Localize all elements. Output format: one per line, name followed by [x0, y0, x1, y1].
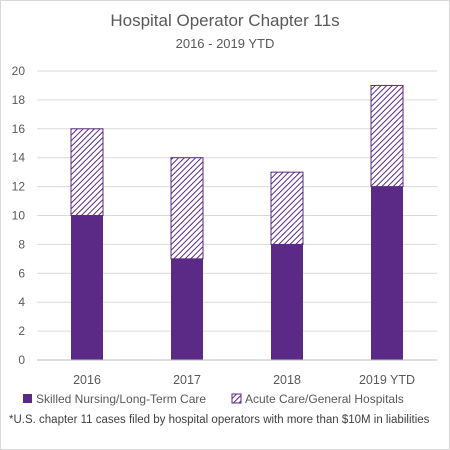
- x-tick-label: 2018: [273, 373, 301, 387]
- bar-skilled-nursing: [271, 244, 303, 360]
- y-tick-label: 6: [18, 266, 25, 280]
- y-tick-label: 2: [18, 324, 25, 338]
- legend-swatch: [231, 393, 242, 404]
- y-tick-label: 16: [12, 122, 26, 136]
- chart-title: Hospital Operator Chapter 11s: [110, 11, 340, 30]
- x-tick-label: 2019 YTD: [359, 373, 415, 387]
- y-tick-label: 20: [12, 64, 26, 78]
- y-tick-label: 4: [18, 295, 25, 309]
- x-tick-label: 2017: [173, 373, 201, 387]
- chart-subtitle: 2016 - 2019 YTD: [175, 36, 275, 51]
- y-tick-label: 12: [12, 180, 26, 194]
- legend-label: Acute Care/General Hospitals: [245, 392, 404, 406]
- y-tick-label: 0: [18, 353, 25, 367]
- legend-swatch: [23, 394, 32, 403]
- bar-skilled-nursing: [71, 215, 103, 360]
- bar-acute-care: [170, 157, 204, 260]
- bar-acute-care: [270, 171, 304, 245]
- x-tick-label: 2016: [73, 373, 101, 387]
- y-tick-label: 14: [12, 151, 26, 165]
- bar-skilled-nursing: [371, 186, 403, 360]
- y-tick-label: 10: [12, 209, 26, 223]
- stacked-bar-chart: 0 2 4 6 8 10 12 14 16 18 20 2016 2017 2018 2019 YTD Sk…: [12, 64, 437, 406]
- legend-label: Skilled Nursing/Long-Term Care: [36, 392, 206, 406]
- bar-acute-care: [70, 128, 104, 216]
- y-tick-label: 8: [18, 237, 25, 251]
- bar-acute-care: [370, 84, 404, 188]
- footnote: *U.S. chapter 11 cases filed by hospital…: [9, 414, 430, 426]
- bar-skilled-nursing: [171, 258, 203, 360]
- y-tick-label: 18: [12, 93, 26, 107]
